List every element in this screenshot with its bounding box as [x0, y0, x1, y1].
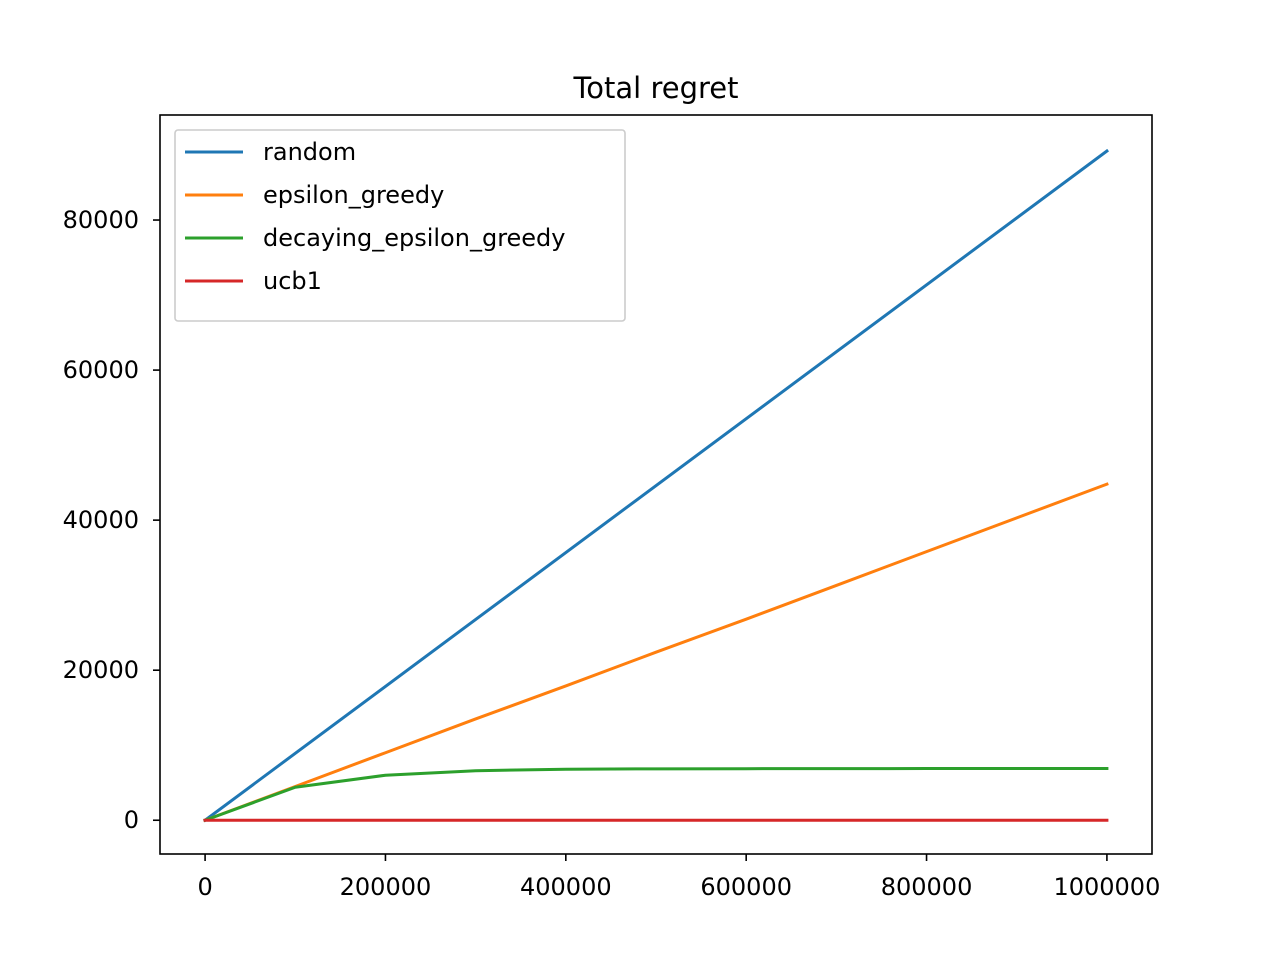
series-layer — [202, 148, 1110, 823]
series-line-epsilon-greedy — [203, 482, 1109, 823]
chart-title: Total regret — [573, 71, 739, 105]
plot-area — [159, 114, 1153, 855]
legend-label-ucb1: ucb1 — [263, 267, 322, 295]
legend-label-random: random — [263, 138, 356, 166]
legend: random epsilon_greedy decaying_epsilon_gre… — [174, 129, 626, 322]
x-tick-label: 200000 — [340, 873, 432, 901]
axes-frame — [159, 114, 1153, 855]
y-tick-label: 80000 — [63, 206, 139, 234]
y-tick-label: 0 — [124, 806, 139, 834]
series-line-random — [202, 148, 1110, 823]
y-tick-label: 60000 — [63, 356, 139, 384]
y-tick-label: 40000 — [63, 506, 139, 534]
x-tick-label: 400000 — [520, 873, 612, 901]
x-axis: 0 200000 400000 600000 800000 1000000 — [197, 854, 1160, 901]
x-tick-label: 600000 — [700, 873, 792, 901]
legend-label-epsilon-greedy: epsilon_greedy — [263, 181, 444, 209]
x-tick-label: 800000 — [881, 873, 973, 901]
legend-label-decaying-epsilon-greedy: decaying_epsilon_greedy — [263, 224, 566, 252]
series-line-decaying-epsilon-greedy — [203, 766, 1109, 823]
y-tick-label: 20000 — [63, 656, 139, 684]
x-tick-label: 0 — [197, 873, 212, 901]
x-tick-label: 1000000 — [1053, 873, 1160, 901]
legend-frame — [174, 129, 626, 322]
y-axis: 0 20000 40000 60000 80000 — [63, 206, 160, 834]
